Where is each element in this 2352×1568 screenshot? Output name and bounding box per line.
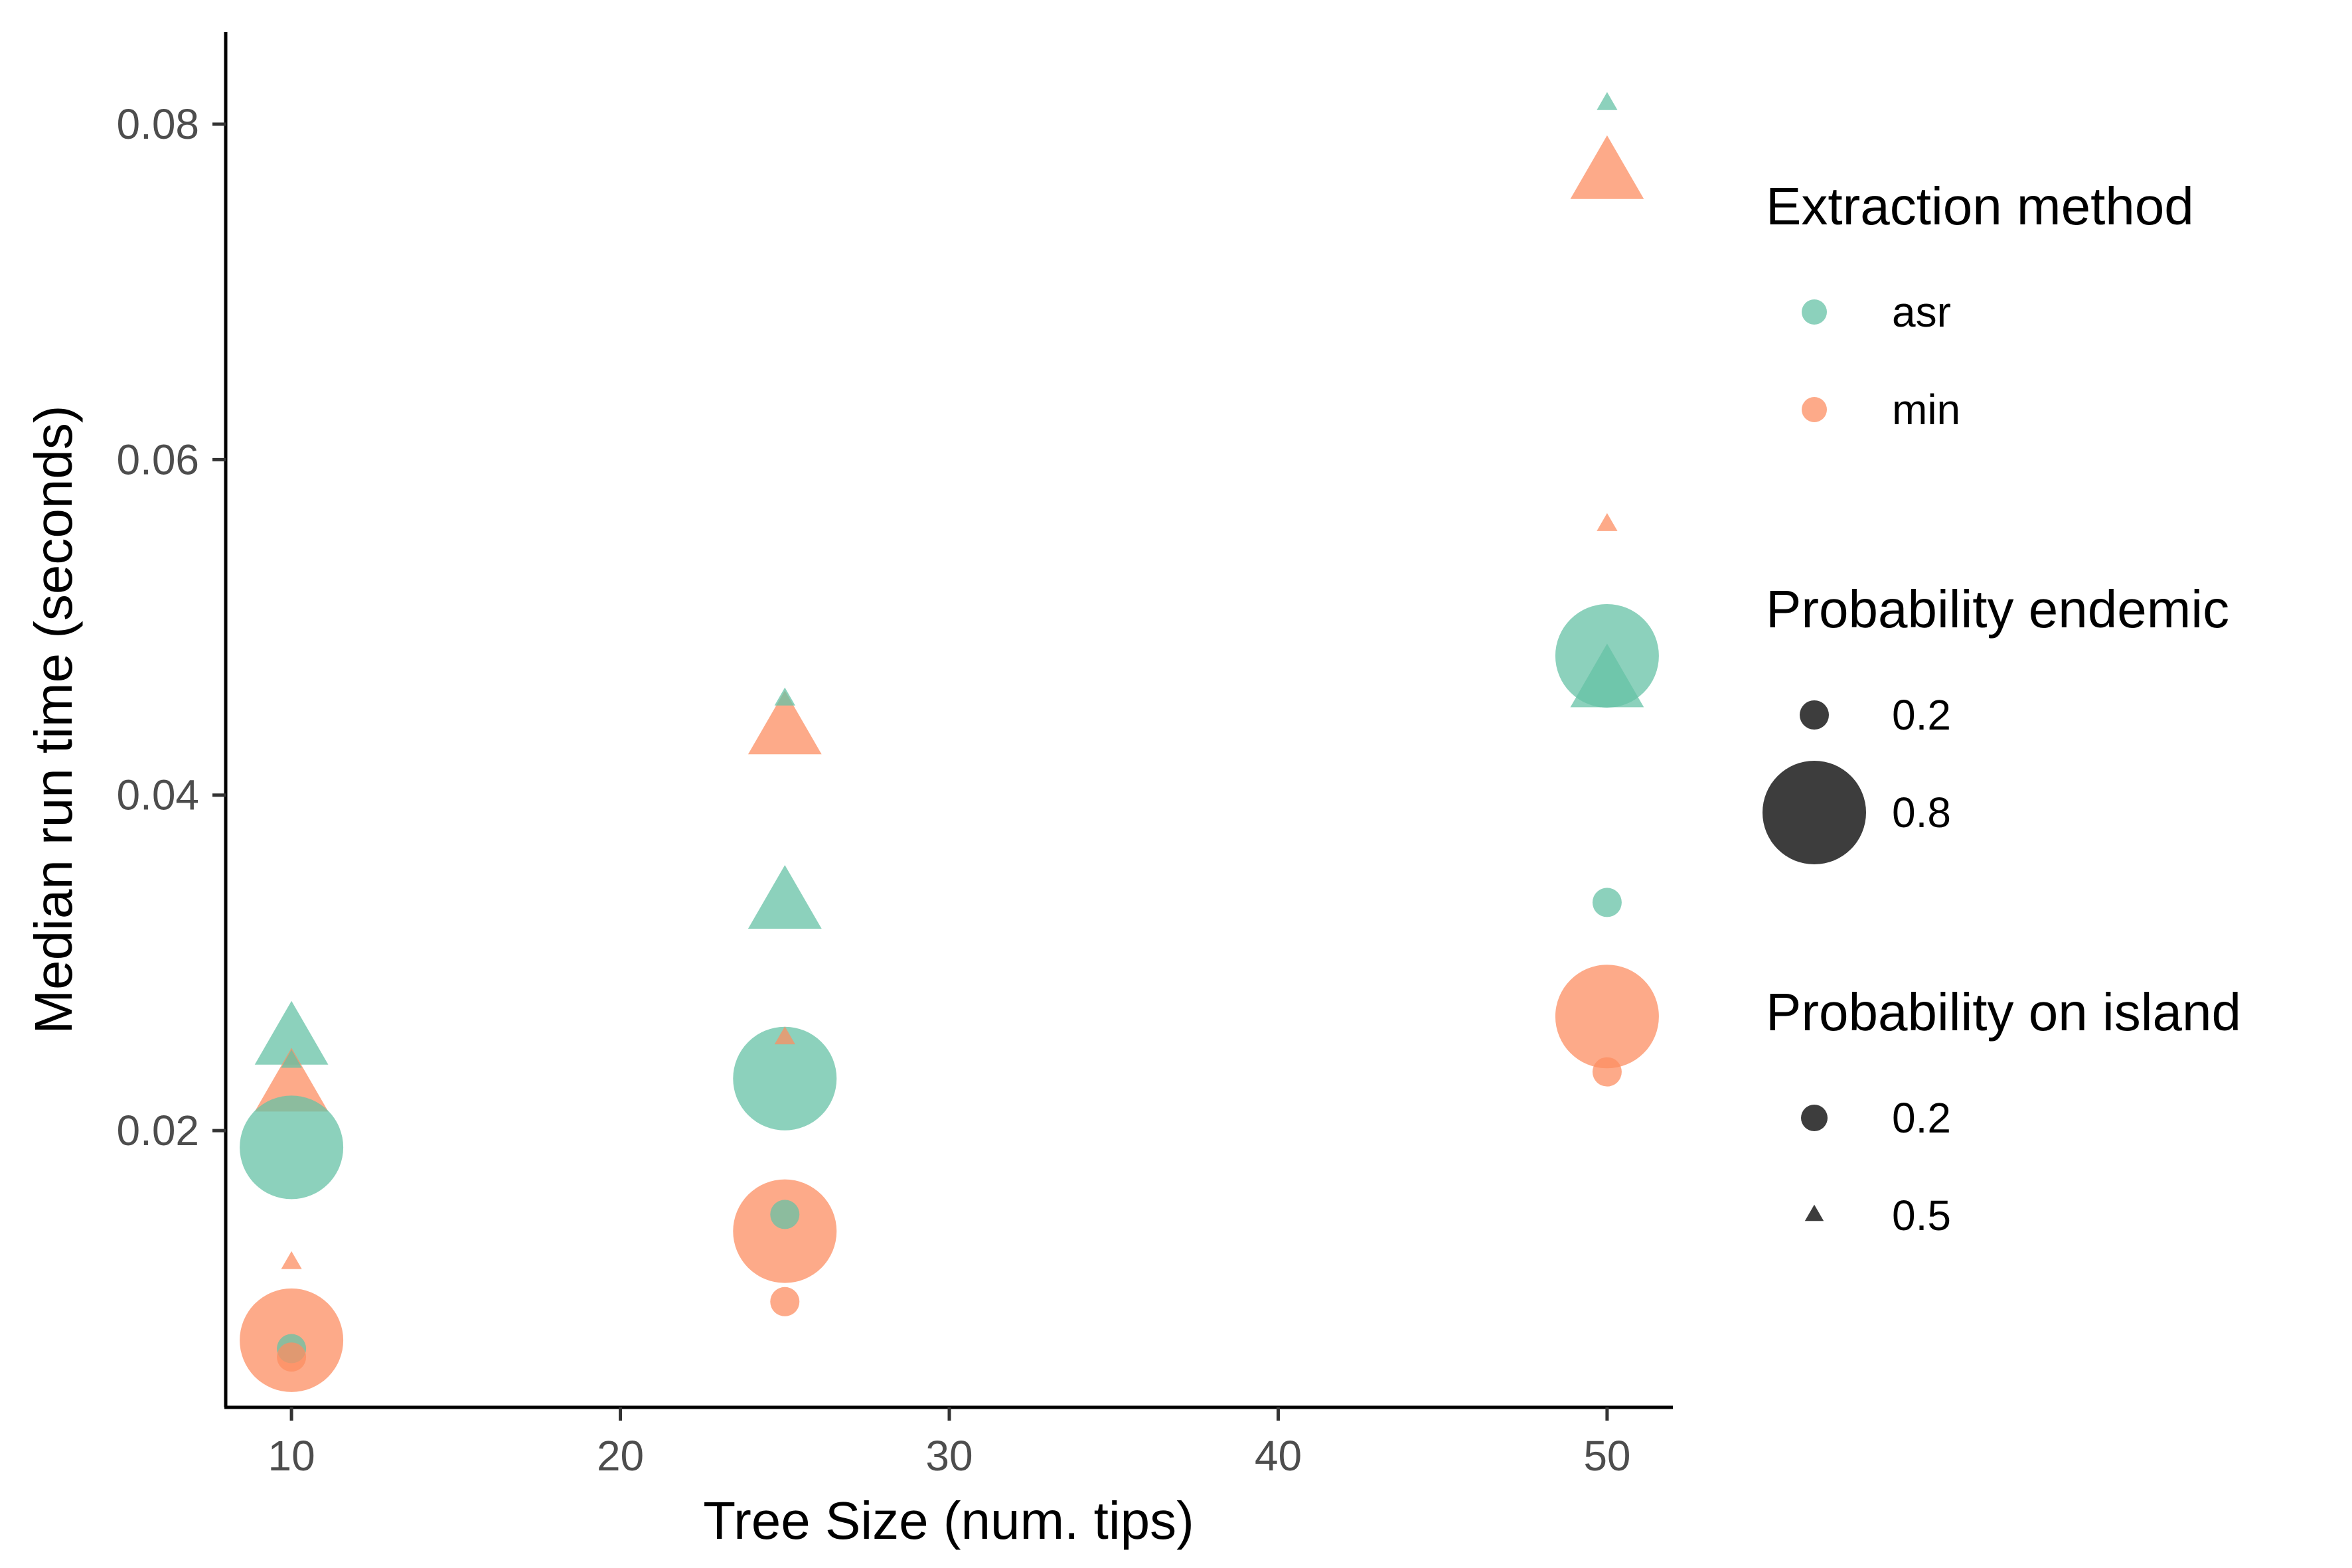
legend-title: Extraction method xyxy=(1766,177,2194,236)
legend-label: min xyxy=(1892,386,1960,433)
data-point-circle-min xyxy=(1592,1057,1622,1087)
data-point-circle-asr xyxy=(733,1026,837,1131)
data-point-triangle-asr xyxy=(281,1050,302,1068)
y-tick-label: 0.08 xyxy=(116,100,199,148)
data-points xyxy=(240,92,1659,1392)
data-point-triangle-min xyxy=(747,690,822,755)
data-point-circle-asr xyxy=(770,1200,800,1229)
data-point-triangle-min xyxy=(281,1251,302,1269)
data-point-triangle-min xyxy=(1570,135,1644,199)
legend-key-island-triangle xyxy=(1804,1204,1824,1221)
legend: Extraction method asr min Probability endem… xyxy=(1763,177,2241,1239)
data-point-triangle-asr xyxy=(254,1000,329,1065)
legend-label: 0.8 xyxy=(1892,789,1951,836)
legend-label: asr xyxy=(1892,288,1951,336)
data-point-circle-min xyxy=(733,1179,837,1283)
x-tick-label: 50 xyxy=(1583,1432,1630,1480)
legend-key-endemic xyxy=(1763,761,1866,864)
legend-title: Probability on island xyxy=(1766,982,2241,1042)
legend-label: 0.5 xyxy=(1892,1192,1951,1239)
data-point-circle-min xyxy=(770,1287,800,1316)
legend-label: 0.2 xyxy=(1892,1094,1951,1142)
x-axis-title: Tree Size (num. tips) xyxy=(703,1491,1194,1550)
data-point-triangle-asr xyxy=(747,865,822,929)
x-tick-label: 20 xyxy=(597,1432,644,1480)
data-point-triangle-asr xyxy=(774,687,795,706)
x-tick-label: 40 xyxy=(1255,1432,1302,1480)
data-point-circle-min xyxy=(1555,965,1659,1069)
data-point-triangle-min xyxy=(254,1048,329,1112)
data-point-circle-min xyxy=(277,1342,307,1372)
data-point-circle-asr xyxy=(240,1095,344,1200)
legend-title: Probability endemic xyxy=(1766,580,2229,639)
legend-key-asr xyxy=(1802,299,1827,325)
y-tick-label: 0.02 xyxy=(116,1107,199,1154)
legend-key-min xyxy=(1802,397,1827,422)
data-point-triangle-min xyxy=(774,1026,795,1045)
data-point-triangle-asr xyxy=(1570,643,1644,708)
data-point-circle-asr xyxy=(1592,888,1622,917)
legend-key-endemic xyxy=(1800,700,1829,730)
data-point-triangle-min xyxy=(1597,512,1618,531)
legend-key-island-circle xyxy=(1801,1105,1828,1131)
y-axis-title: Median run time (seconds) xyxy=(24,405,83,1034)
x-tick-label: 10 xyxy=(268,1432,315,1480)
y-tick-label: 0.06 xyxy=(116,435,199,483)
y-tick-label: 0.04 xyxy=(116,771,199,819)
legend-label: 0.2 xyxy=(1892,691,1951,739)
y-axis-ticks: 0.02 0.04 0.06 0.08 xyxy=(116,100,226,1154)
data-point-triangle-asr xyxy=(1597,92,1618,110)
x-axis-ticks: 10 20 30 40 50 xyxy=(268,1407,1631,1480)
x-tick-label: 30 xyxy=(925,1432,973,1480)
